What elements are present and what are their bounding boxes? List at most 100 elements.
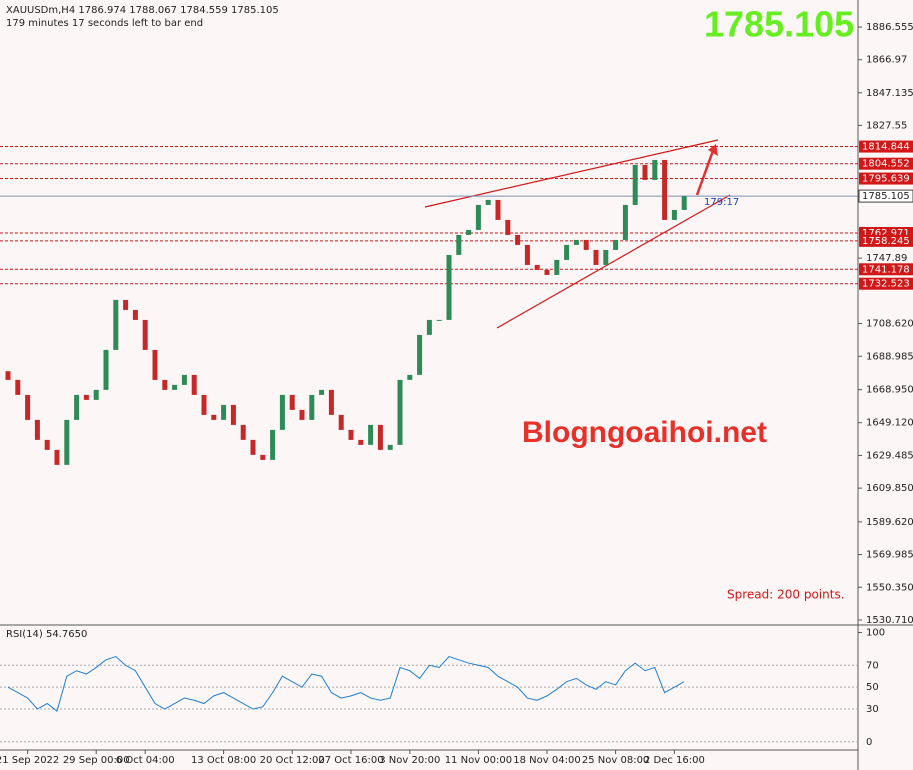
candle (309, 394, 315, 420)
level-badge (859, 234, 913, 247)
x-tick-label: 13 Oct 08:00 (191, 755, 256, 766)
y-tick-label: 1609.850 (866, 483, 913, 494)
candle (662, 159, 668, 220)
candle (260, 454, 266, 460)
candle (132, 309, 138, 320)
y-tick-label: 1550.350 (866, 582, 913, 593)
y-tick-label: 1827.55 (866, 120, 907, 131)
level-badge (859, 172, 913, 185)
x-tick-label: 29 Sep 00:00 (63, 755, 130, 766)
candle (485, 199, 491, 205)
candle (211, 414, 217, 420)
x-tick-label: 18 Nov 04:00 (513, 755, 580, 766)
level-badge (859, 277, 913, 290)
candle (417, 334, 423, 375)
candle (279, 394, 285, 430)
y-tick-label: 70 (866, 660, 879, 671)
candle (554, 259, 560, 275)
candle (387, 444, 393, 450)
candle (201, 394, 207, 415)
candle (240, 424, 246, 440)
candle (191, 374, 197, 395)
rsi-line (7, 655, 685, 713)
candle (221, 404, 227, 420)
candle (593, 249, 599, 265)
candle (34, 419, 40, 440)
candle (25, 394, 31, 420)
x-tick-label: 21 Sep 2022 (0, 755, 59, 766)
y-tick-label: 1847.135 (866, 88, 913, 99)
candle (436, 319, 442, 321)
level-badge (859, 263, 913, 276)
watermark: Blogngoaihoi.net (522, 416, 767, 449)
level-badge (859, 140, 913, 153)
candle (93, 389, 99, 400)
bar-timer: 179 minutes 17 seconds left to bar end (6, 18, 203, 29)
y-tick-label: 1668.950 (866, 385, 913, 396)
candle (270, 429, 276, 460)
candle (289, 394, 295, 410)
candle (505, 219, 511, 235)
level-label: 1741.178 (862, 264, 910, 275)
current-label: 1785.105 (862, 191, 910, 202)
x-tick-label: 20 Oct 12:00 (260, 755, 325, 766)
candle (652, 159, 658, 180)
spread: Spread: 200 points. (727, 588, 845, 602)
y-tick-label: 1688.985 (866, 351, 913, 362)
candle (123, 299, 129, 310)
candle (642, 164, 648, 180)
symbol-line: XAUUSDm,H4 1786.974 1788.067 1784.559 17… (6, 5, 279, 16)
level-label: 1762.971 (862, 228, 910, 239)
candle (583, 239, 589, 250)
level-label: 1814.844 (862, 142, 910, 153)
y-tick-label: 1747.89 (866, 253, 907, 264)
candle (426, 319, 432, 335)
level-badge (859, 157, 913, 170)
candle (475, 204, 481, 230)
candle (544, 269, 550, 275)
arrow-shaft (695, 147, 716, 196)
level-label: 1732.523 (862, 279, 910, 290)
countdown: 179:17 (704, 197, 739, 208)
x-tick-label: 6 Oct 04:00 (116, 755, 175, 766)
level-label: 1804.552 (862, 159, 910, 170)
y-tick-label: 30 (866, 704, 879, 715)
candle (358, 439, 364, 445)
candle (54, 449, 60, 465)
candle (113, 299, 119, 350)
x-tick-label: 27 Oct 16:00 (318, 755, 383, 766)
candle (15, 379, 21, 395)
y-tick-label: 1629.485 (866, 450, 913, 461)
y-tick-label: 1866.97 (866, 55, 907, 66)
candle (328, 389, 334, 415)
candle (368, 424, 374, 445)
candle (299, 409, 305, 420)
rsi-title: RSI(14) 54.7650 (6, 629, 87, 640)
y-tick-label: 50 (866, 682, 879, 693)
candle (83, 394, 89, 400)
x-tick-label: 25 Nov 08:00 (582, 755, 649, 766)
y-tick-label: 1649.120 (866, 418, 913, 429)
candle (181, 374, 187, 385)
level-label: 1795.639 (862, 174, 910, 185)
candle (534, 264, 540, 270)
y-tick-label: 1569.985 (866, 550, 913, 561)
candle (172, 384, 178, 390)
y-tick-label: 0 (866, 737, 872, 748)
candle (681, 196, 687, 210)
candle (456, 234, 462, 255)
big-price: 1785.105 (704, 4, 854, 45)
candle (142, 319, 148, 350)
candle (338, 414, 344, 430)
y-tick-label: 100 (866, 627, 885, 638)
x-tick-label: 11 Nov 00:00 (445, 755, 512, 766)
candle (564, 244, 570, 260)
candle (74, 394, 80, 420)
y-tick-label: 1708.620 (866, 319, 913, 330)
candle (573, 239, 579, 245)
level-label: 1758.245 (862, 236, 910, 247)
candle (230, 404, 236, 425)
candle (495, 199, 501, 220)
candle (103, 349, 109, 390)
